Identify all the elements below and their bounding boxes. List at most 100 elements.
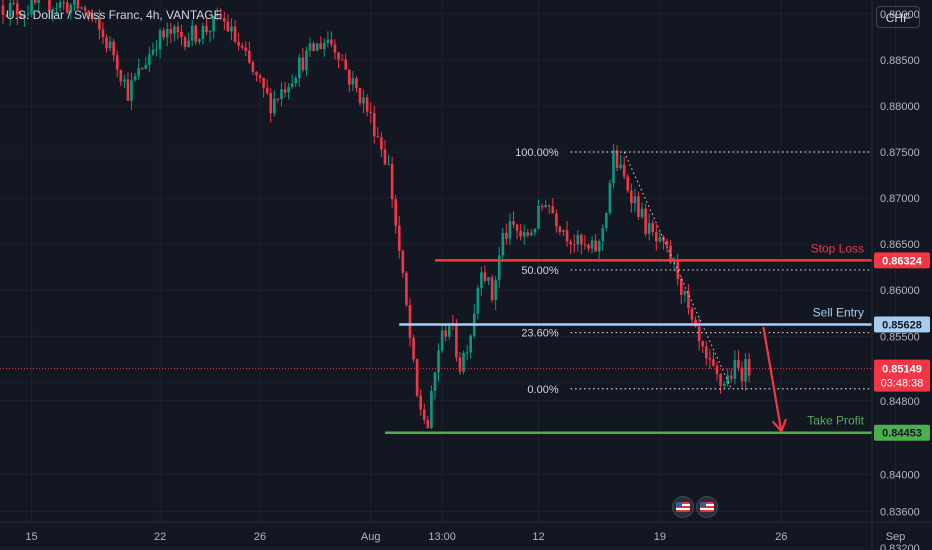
candle-body — [512, 221, 515, 225]
candle-body — [233, 26, 237, 42]
candle-body — [323, 43, 326, 50]
candle-body — [415, 359, 419, 396]
down-arrow[interactable] — [762, 326, 783, 432]
candle-body — [690, 308, 694, 320]
candle-body — [380, 137, 383, 150]
candle-body — [151, 49, 155, 55]
candle-body — [515, 224, 519, 231]
candle-body — [15, 3, 19, 15]
candle-body — [265, 87, 269, 93]
candle-body — [312, 43, 315, 51]
candle-body — [605, 213, 608, 229]
candle-body — [508, 221, 512, 239]
candle-body — [83, 7, 87, 11]
candle-body — [501, 232, 505, 256]
candle-body — [1, 5, 5, 15]
candle-body — [48, 0, 51, 12]
price-tick-label: 0.85500 — [880, 331, 920, 343]
candle-body — [158, 30, 162, 50]
candle-body — [365, 97, 369, 112]
candle-body — [219, 14, 223, 19]
candle-body — [280, 89, 283, 99]
candle-body — [33, 0, 37, 3]
arrow-head — [771, 420, 783, 432]
candle-body — [387, 164, 390, 166]
candle-body — [747, 359, 751, 376]
candle-body — [644, 208, 647, 234]
candle-body — [469, 335, 472, 353]
level-label: Sell Entry — [813, 305, 864, 319]
candle-body — [455, 325, 458, 358]
candle-body — [419, 395, 422, 410]
candle-body — [333, 44, 337, 53]
current-price-text: 0.85149 — [882, 364, 922, 376]
candle-body — [344, 59, 348, 70]
candle-body — [126, 79, 130, 101]
candle-body — [540, 205, 544, 208]
candle-body — [465, 352, 469, 354]
candle-body — [244, 47, 248, 51]
candle-body — [601, 228, 605, 242]
candle-body — [105, 37, 108, 49]
candle-body — [240, 45, 244, 48]
price-axis[interactable]: 0.89000 0.88500 0.88000 0.87500 0.87000 0.865… — [871, 0, 930, 550]
price-tick-label: 0.88000 — [880, 101, 920, 113]
candle-body — [430, 390, 433, 429]
candle-body — [704, 346, 708, 359]
us-flag-icon[interactable] — [696, 496, 718, 518]
currency-button[interactable]: CHF — [876, 6, 920, 28]
us-flag-icon[interactable] — [672, 496, 694, 518]
candle-body — [633, 196, 637, 204]
drawings[interactable]: 100.00% 50.00% 23.60% 0.00% Stop Loss Sell En… — [0, 147, 872, 434]
candle-body — [522, 232, 526, 237]
candle-body — [12, 2, 16, 4]
candle-body — [687, 290, 690, 309]
candle-body — [305, 50, 308, 71]
candle-body — [19, 14, 23, 19]
time-axis[interactable]: 15 22 26 Aug 13:00 12 19 26 Sep — [0, 521, 932, 543]
candle-body — [437, 350, 440, 373]
candle-body — [408, 305, 412, 338]
candle-body — [283, 89, 287, 93]
time-tick-label: 12 — [532, 531, 544, 543]
candle-body — [683, 290, 687, 295]
candle-body — [198, 39, 201, 42]
candle-body — [330, 39, 333, 45]
candle-body — [444, 330, 447, 337]
candle-body — [729, 375, 733, 379]
candle-body — [294, 77, 298, 84]
candle-body — [680, 278, 683, 295]
time-tick-label: 26 — [254, 531, 266, 543]
candle-body — [651, 223, 655, 233]
candle-body — [58, 2, 62, 8]
candle-body — [458, 357, 462, 372]
candle-body — [169, 29, 173, 34]
candle-body — [597, 241, 601, 252]
candle-body — [80, 7, 83, 9]
candle-body — [201, 25, 205, 40]
price-label-text: 0.85628 — [882, 319, 922, 331]
candle-body — [140, 68, 144, 70]
price-tick-label: 0.86000 — [880, 285, 920, 297]
candle-body — [90, 13, 94, 20]
fib-level-label: 23.60% — [521, 328, 559, 340]
price-tick-label: 0.87500 — [880, 147, 920, 159]
candle-body — [533, 228, 537, 233]
candle-body — [112, 41, 115, 56]
time-tick-label: 15 — [25, 531, 37, 543]
candle-body — [676, 259, 680, 279]
arrow-head — [780, 418, 788, 432]
candle-body — [537, 205, 540, 229]
candle-body — [362, 97, 365, 104]
candle-body — [433, 372, 437, 391]
candle-body — [226, 21, 230, 32]
candle-body — [587, 244, 590, 249]
candle-body — [544, 205, 547, 208]
bar-countdown-text: 03:48:38 — [881, 378, 924, 390]
candle-body — [397, 225, 401, 251]
candle-body — [640, 208, 644, 217]
candle-body — [630, 190, 633, 204]
candle-body — [37, 0, 40, 3]
candle-body — [101, 29, 105, 38]
